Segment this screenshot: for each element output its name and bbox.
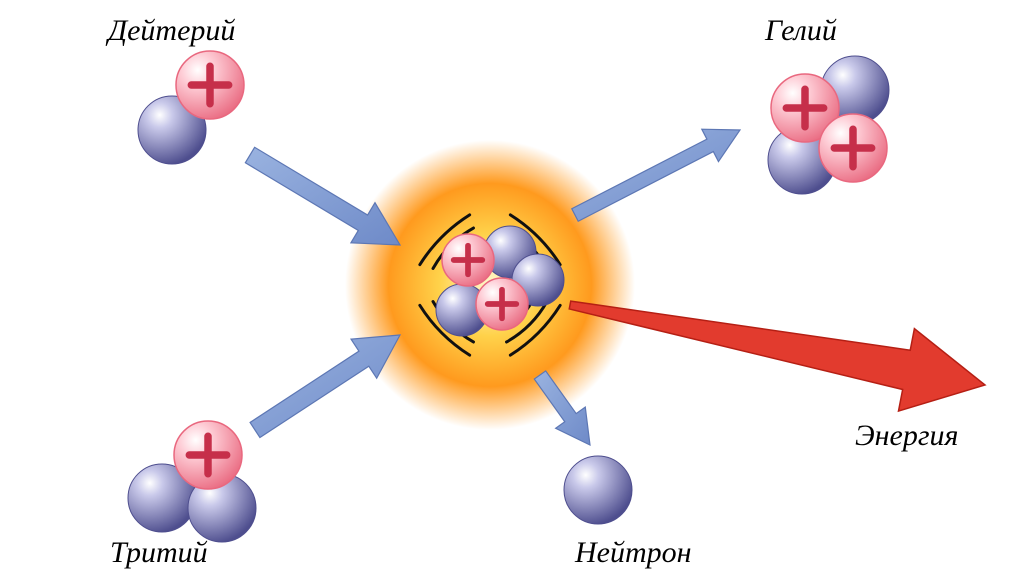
label-neutron: Нейтрон bbox=[574, 536, 692, 569]
free-neutron bbox=[564, 456, 632, 524]
label-energy: Энергия bbox=[855, 419, 959, 452]
core-proton-1 bbox=[476, 278, 528, 330]
energy-arrow bbox=[569, 301, 985, 411]
tritium-proton bbox=[174, 421, 242, 489]
helium-proton-1 bbox=[819, 114, 887, 182]
diagram-layer: Дейтерий Тритий Гелий Нейтрон Энергия bbox=[105, 14, 985, 569]
label-tritium: Тритий bbox=[110, 536, 208, 569]
deuterium-proton bbox=[176, 51, 244, 119]
label-helium: Гелий bbox=[764, 14, 837, 47]
core-proton-0 bbox=[442, 234, 494, 286]
arrow-in-tritium bbox=[250, 335, 400, 438]
fusion-diagram: Дейтерий Тритий Гелий Нейтрон Энергия bbox=[0, 0, 1024, 580]
arrow-out-helium bbox=[572, 129, 740, 221]
label-deuterium: Дейтерий bbox=[105, 14, 235, 47]
